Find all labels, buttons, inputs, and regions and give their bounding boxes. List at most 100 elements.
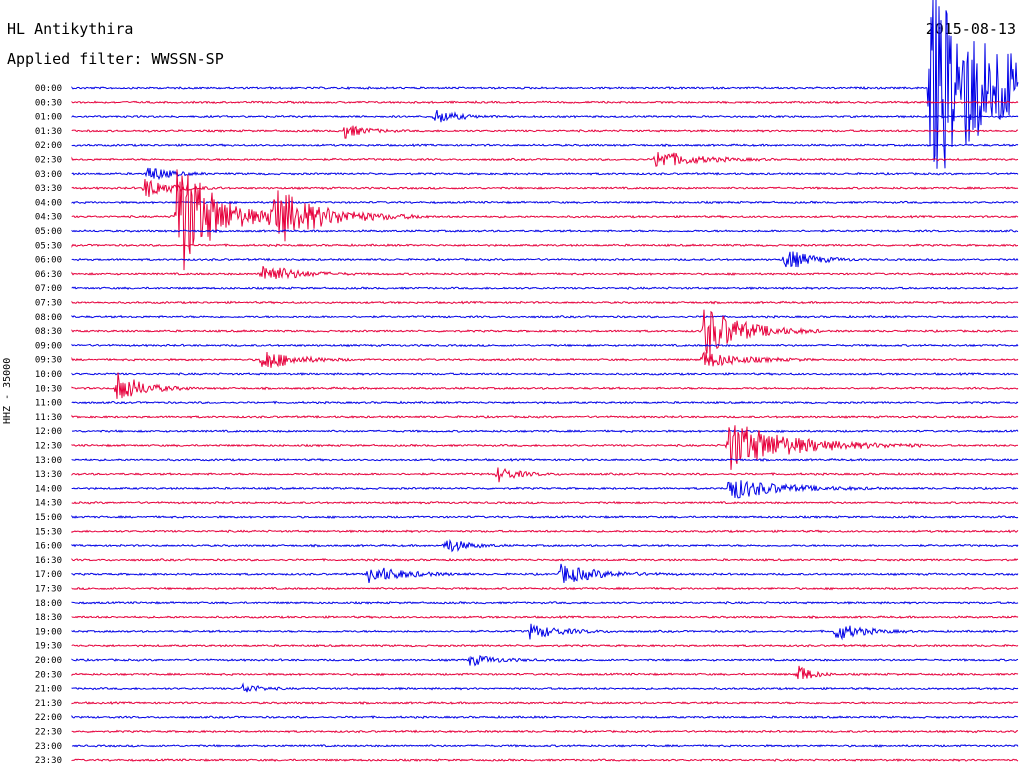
trace-line: [71, 514, 1019, 519]
trace-line: [71, 372, 1019, 399]
trace-line: [71, 623, 1019, 641]
hour-label: 07:30: [35, 299, 62, 309]
hour-label: 22:00: [35, 713, 62, 723]
trace-line: [71, 178, 1019, 197]
trace-line: [71, 758, 1019, 763]
trace-line: [71, 266, 1019, 280]
trace-line: [71, 372, 1019, 376]
hour-label: 20:00: [35, 656, 62, 666]
hour-label: 04:00: [35, 198, 62, 208]
hour-label: 15:30: [35, 527, 62, 537]
hour-label: 10:30: [35, 384, 62, 394]
station-title: HL Antikythira: [7, 20, 134, 38]
hour-label: 03:00: [35, 170, 62, 180]
trace-line: [71, 457, 1019, 462]
trace-line: [71, 586, 1019, 591]
trace-line: [71, 500, 1019, 505]
hour-label: 11:00: [35, 399, 62, 409]
hour-label: 06:00: [35, 256, 62, 266]
hour-label: 07:00: [35, 284, 62, 294]
hour-label: 16:00: [35, 542, 62, 552]
trace-line: [71, 200, 1019, 205]
hour-label: 21:00: [35, 685, 62, 695]
hour-label: 23:30: [35, 756, 62, 766]
hour-label: 13:30: [35, 470, 62, 480]
hour-label: 13:00: [35, 456, 62, 466]
trace-line: [71, 557, 1019, 562]
hour-label: 00:30: [35, 98, 62, 108]
trace-line: [71, 286, 1019, 291]
trace-line: [71, 351, 1019, 368]
trace-line: [71, 109, 1019, 123]
trace-line: [71, 700, 1019, 705]
trace-line: [71, 309, 1019, 356]
trace-line: [71, 682, 1019, 693]
hour-label: 09:30: [35, 356, 62, 366]
hour-label: 00:00: [35, 84, 62, 94]
trace-line: [71, 538, 1019, 553]
trace-line: [71, 0, 1019, 169]
trace-line: [71, 414, 1019, 419]
hour-label: 18:00: [35, 599, 62, 609]
trace-line: [71, 563, 1019, 583]
trace-line: [71, 251, 1019, 268]
trace-line: [71, 643, 1019, 648]
hour-label: 17:30: [35, 585, 62, 595]
hour-label: 03:30: [35, 184, 62, 194]
trace-line: [71, 100, 1019, 105]
trace-line: [71, 143, 1019, 148]
trace-line: [71, 714, 1019, 720]
trace-line: [71, 400, 1019, 405]
hour-label: 14:00: [35, 484, 62, 494]
trace-line: [71, 665, 1019, 680]
hour-label: 18:30: [35, 613, 62, 623]
trace-line: [71, 229, 1019, 234]
hour-label: 09:00: [35, 341, 62, 351]
trace-line: [71, 467, 1019, 483]
trace-line: [71, 314, 1019, 319]
hour-label: 15:00: [35, 513, 62, 523]
hour-label: 10:00: [35, 370, 62, 380]
filter-label: Applied filter: WWSSN-SP: [7, 50, 224, 68]
hour-label: 05:00: [35, 227, 62, 237]
date-label: 2015-08-13: [925, 20, 1016, 38]
hour-label: 20:30: [35, 670, 62, 680]
hour-label: 12:00: [35, 427, 62, 437]
hour-label: 01:30: [35, 127, 62, 137]
trace-line: [71, 654, 1019, 667]
hour-label: 08:00: [35, 313, 62, 323]
trace-line: [71, 615, 1019, 620]
hour-label-group: 00:00 00:30 01:00 01:30 02:00 02:30 03:00 03:30…: [35, 84, 62, 766]
hour-label: 22:30: [35, 728, 62, 738]
hour-label: 16:30: [35, 556, 62, 566]
hour-label: 01:00: [35, 113, 62, 123]
hour-label: 11:30: [35, 413, 62, 423]
hour-label: 02:00: [35, 141, 62, 151]
trace-group: [71, 0, 1019, 763]
trace-line: [71, 429, 1019, 434]
trace-line: [71, 480, 1019, 499]
hour-label: 04:30: [35, 213, 62, 223]
hour-label: 19:30: [35, 642, 62, 652]
hour-label: 19:00: [35, 627, 62, 637]
hour-label: 08:30: [35, 327, 62, 337]
hour-label: 14:30: [35, 499, 62, 509]
trace-line: [71, 743, 1019, 748]
hour-label: 02:30: [35, 156, 62, 166]
hour-label: 05:30: [35, 241, 62, 251]
hour-label: 06:30: [35, 270, 62, 280]
trace-line: [71, 425, 1019, 470]
trace-line: [71, 152, 1019, 167]
trace-line: [71, 729, 1019, 734]
hour-label: 17:00: [35, 570, 62, 580]
trace-line: [71, 243, 1019, 248]
trace-line: [71, 125, 1018, 139]
trace-line: [71, 169, 1019, 271]
hour-label: 23:00: [35, 742, 62, 752]
trace-line: [71, 529, 1019, 534]
trace-line: [71, 343, 1019, 348]
hour-label: 21:30: [35, 699, 62, 709]
trace-line: [71, 600, 1019, 605]
trace-line: [71, 300, 1019, 305]
